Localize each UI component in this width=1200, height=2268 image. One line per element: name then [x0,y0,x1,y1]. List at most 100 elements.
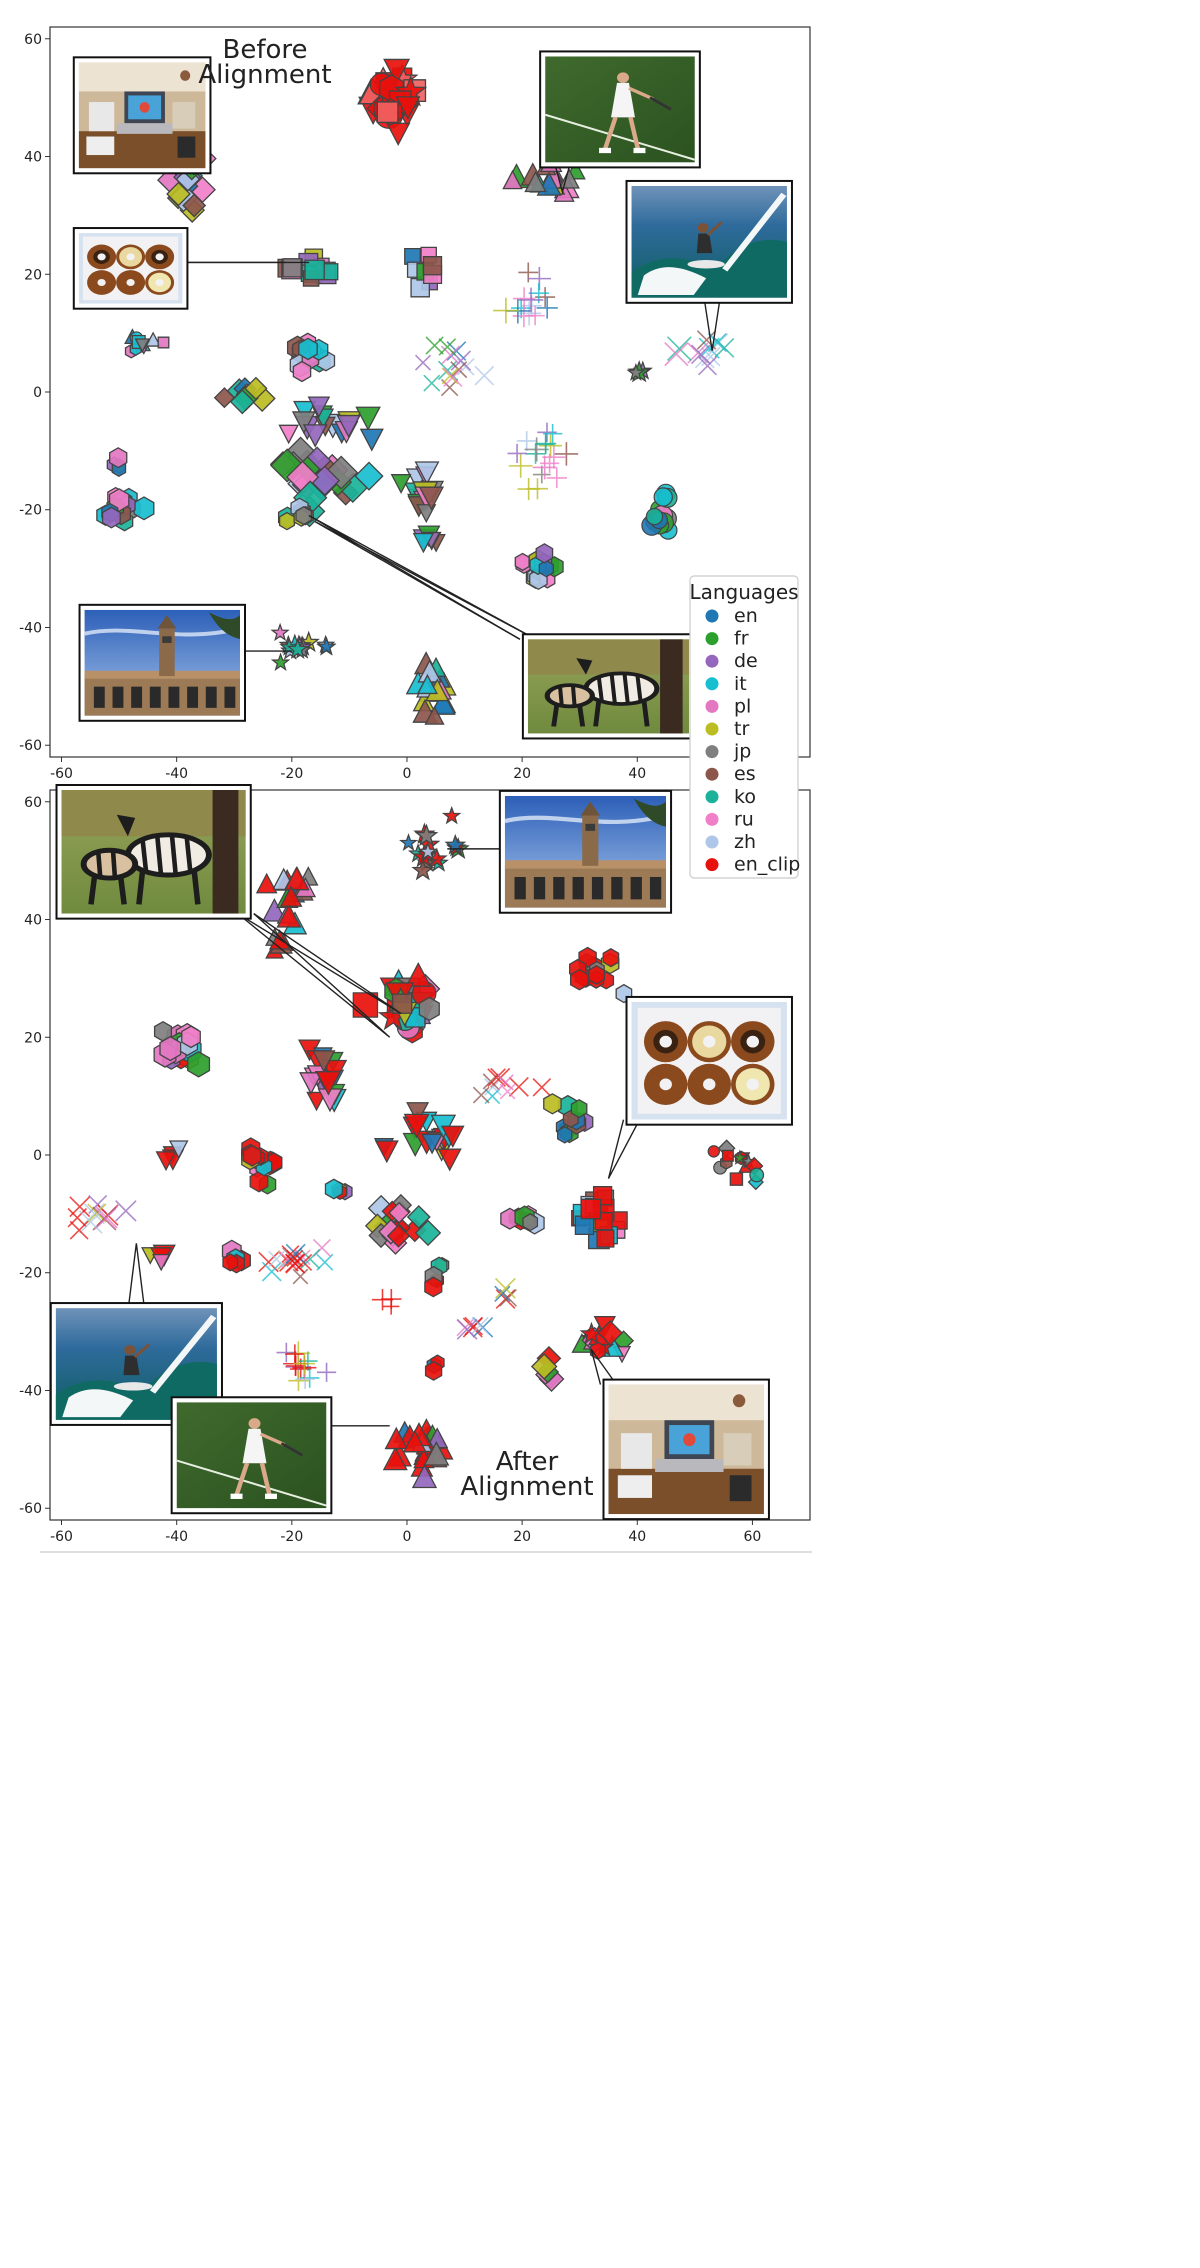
legend-label: en_clip [734,854,800,876]
data-point [159,1035,182,1062]
data-point [424,705,445,725]
axis-ticks: -60 -40 -20 0 20 40 60 -60 -40 -20 0 20 40 60 [19,795,761,1545]
y-tick-label: -40 [19,1383,42,1399]
data-point [403,1113,430,1139]
data-point [405,962,432,987]
data-point [536,297,558,319]
data-point [424,1360,443,1381]
callout-line [590,1348,618,1386]
data-point [493,297,519,324]
data-point [359,428,384,452]
data-point [278,511,296,531]
data-point [508,453,533,478]
data-point [278,424,300,445]
data-point [316,1362,337,1382]
data-point [249,1170,269,1193]
data-point [411,858,435,881]
x-tick-label: 0 [403,1529,412,1545]
callout-line [703,297,721,351]
data-point [374,1140,399,1164]
data-point [285,1344,305,1364]
data-point [441,367,459,385]
data-point [69,1220,89,1240]
photo-tennis [545,56,695,162]
data-point [525,443,546,464]
data-point [115,1200,137,1222]
data-point [414,823,439,847]
x-tick-label: 40 [628,766,646,782]
data-point [324,1178,343,1200]
y-tick-label: 40 [24,913,42,929]
data-point [306,1091,327,1112]
data-point [499,1083,516,1100]
data-point [524,437,549,462]
data-point [421,1133,444,1155]
y-tick-label: 60 [24,32,42,48]
photo-surf [632,186,787,298]
data-point [443,367,463,387]
data-point [538,559,554,578]
x-tick-label: -60 [50,1529,73,1545]
legend-swatch [705,835,719,849]
data-point [376,101,399,124]
data-point [292,360,312,383]
data-point [721,1149,734,1162]
data-point [316,636,337,656]
data-point [78,1210,103,1234]
legend-label: it [734,673,747,695]
legend-swatch [705,790,719,804]
data-point [645,507,664,526]
data-point [525,305,545,326]
data-point [284,865,310,891]
x-tick-label: -40 [165,766,188,782]
data-point [597,1320,624,1346]
y-tick-label: 20 [24,1030,42,1046]
data-point [532,465,551,484]
data-point [315,1071,342,1096]
data-point [388,1201,410,1224]
data-point [653,487,673,507]
panel-title: Before Alignment [198,35,331,90]
data-point [242,1144,262,1167]
data-point [602,948,620,968]
data-point [543,1093,562,1115]
data-point [182,193,207,218]
data-point [293,1352,316,1375]
legend-label: es [734,763,756,785]
x-tick-label: 60 [744,1529,762,1545]
data-point [554,442,579,466]
data-point [569,968,589,991]
legend-label: de [734,650,758,672]
y-tick-label: 0 [33,1148,42,1164]
data-point [532,455,557,480]
data-point [302,424,328,448]
data-point [69,1196,91,1218]
data-point [270,622,290,642]
data-point [423,374,441,392]
data-point [424,1276,443,1298]
data-point [731,1149,748,1165]
data-point [152,1254,171,1272]
y-tick-label: -40 [19,620,42,636]
data-point [371,1289,394,1311]
legend-label: zh [734,831,756,853]
data-point [532,1077,552,1097]
data-point [495,1277,516,1299]
data-point [307,396,331,418]
data-point [690,344,711,365]
data-point [402,1429,427,1453]
data-point [507,443,527,463]
legend-label: pl [734,695,751,717]
photo-zebras [62,790,246,914]
data-point [542,445,566,469]
data-point [418,841,438,861]
data-point [157,336,170,349]
data-point [255,872,278,894]
callout-line [607,1119,641,1179]
legend-box [689,575,799,879]
x-tick-label: -20 [280,766,303,782]
after-alignment-panel: -60 -40 -20 0 20 40 60 -60 -40 -20 0 20 40 60 After Ali… [19,784,811,1545]
data-point [279,885,303,907]
photo-donuts [631,1001,787,1120]
data-point [666,336,692,362]
